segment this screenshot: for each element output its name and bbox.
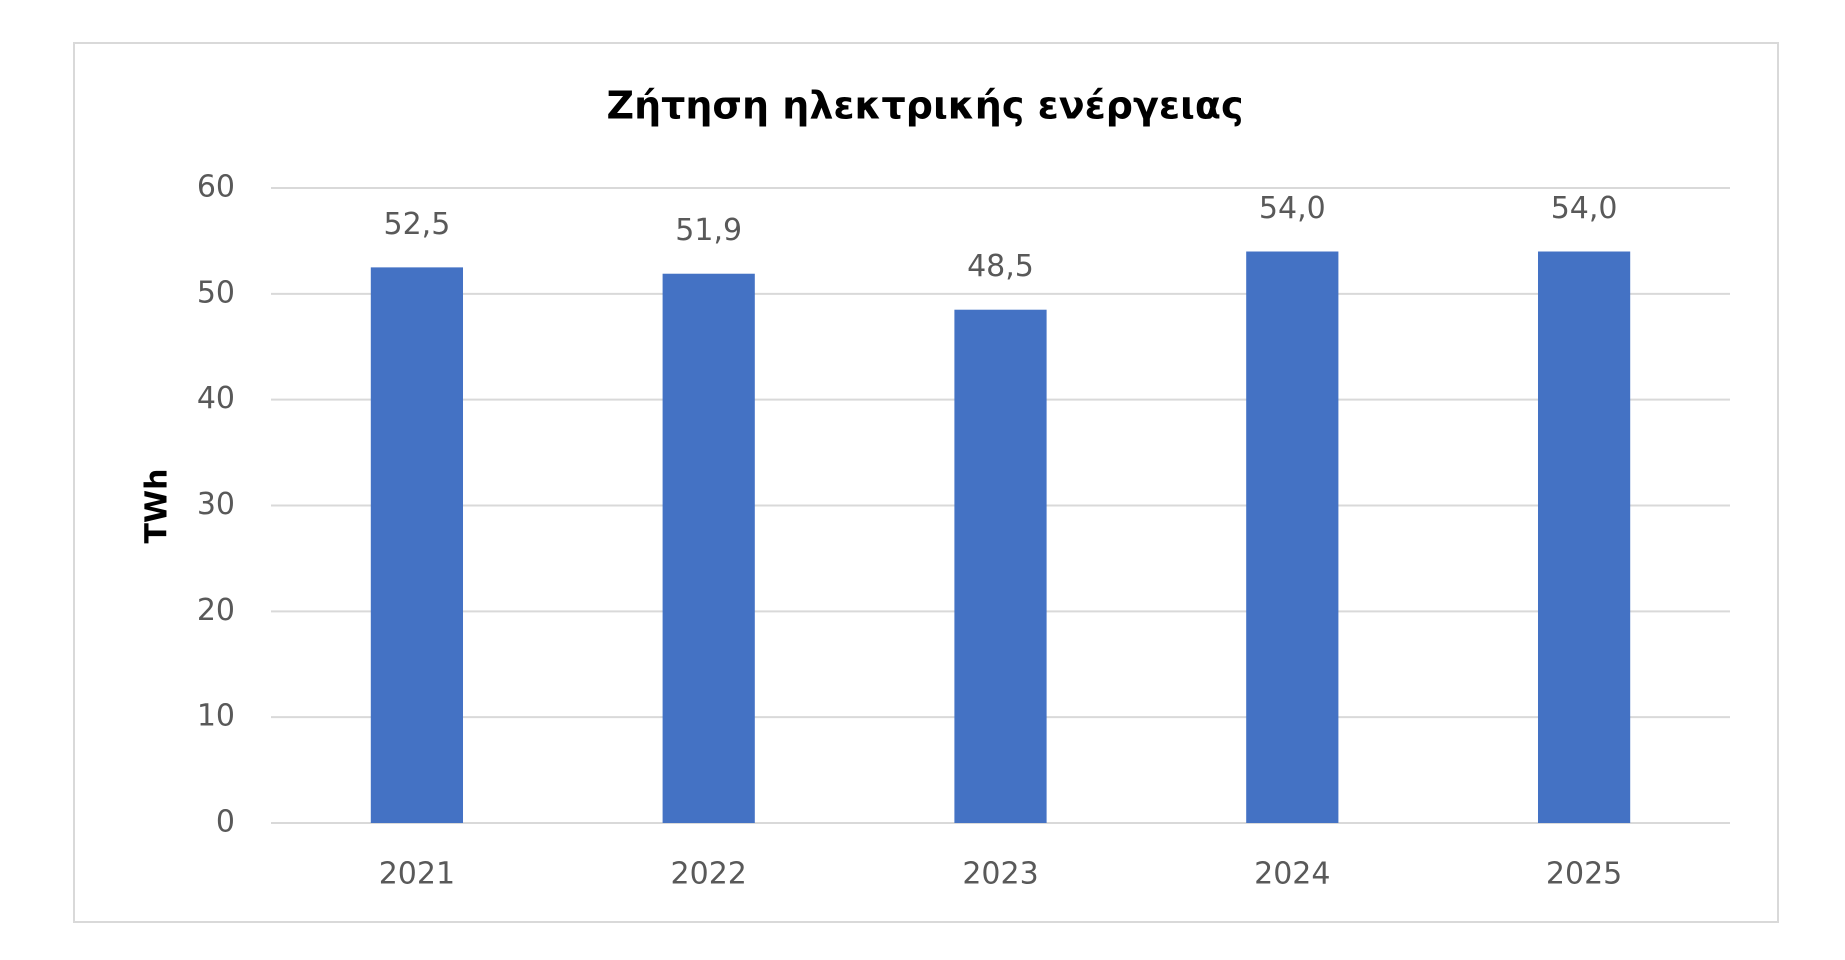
bar — [954, 309, 1047, 823]
y-tick-label: 60 — [197, 170, 235, 205]
y-tick-label: 40 — [197, 381, 235, 416]
x-tick-label: 2021 — [379, 857, 455, 892]
data-label: 54,0 — [1259, 191, 1326, 226]
data-label: 48,5 — [967, 249, 1034, 284]
data-label: 52,5 — [384, 207, 451, 242]
bar — [662, 273, 755, 824]
y-tick-label: 30 — [197, 487, 235, 522]
bar — [1246, 251, 1339, 823]
bar — [1537, 251, 1631, 823]
y-tick-label: 10 — [197, 699, 235, 734]
y-tick-label: 20 — [197, 593, 235, 628]
y-tick-label: 0 — [216, 805, 235, 840]
bar — [370, 267, 464, 823]
x-tick-label: 2023 — [962, 857, 1038, 892]
chart-frame — [73, 42, 1779, 923]
y-axis-label: TWh — [140, 469, 175, 544]
x-tick-label: 2024 — [1254, 857, 1330, 892]
x-tick-label: 2022 — [671, 857, 747, 892]
x-tick-label: 2025 — [1546, 857, 1622, 892]
chart-title: Ζήτηση ηλεκτρικής ενέργειας — [607, 84, 1244, 128]
y-tick-label: 50 — [197, 275, 235, 310]
data-label: 54,0 — [1551, 191, 1618, 226]
data-label: 51,9 — [675, 213, 742, 248]
